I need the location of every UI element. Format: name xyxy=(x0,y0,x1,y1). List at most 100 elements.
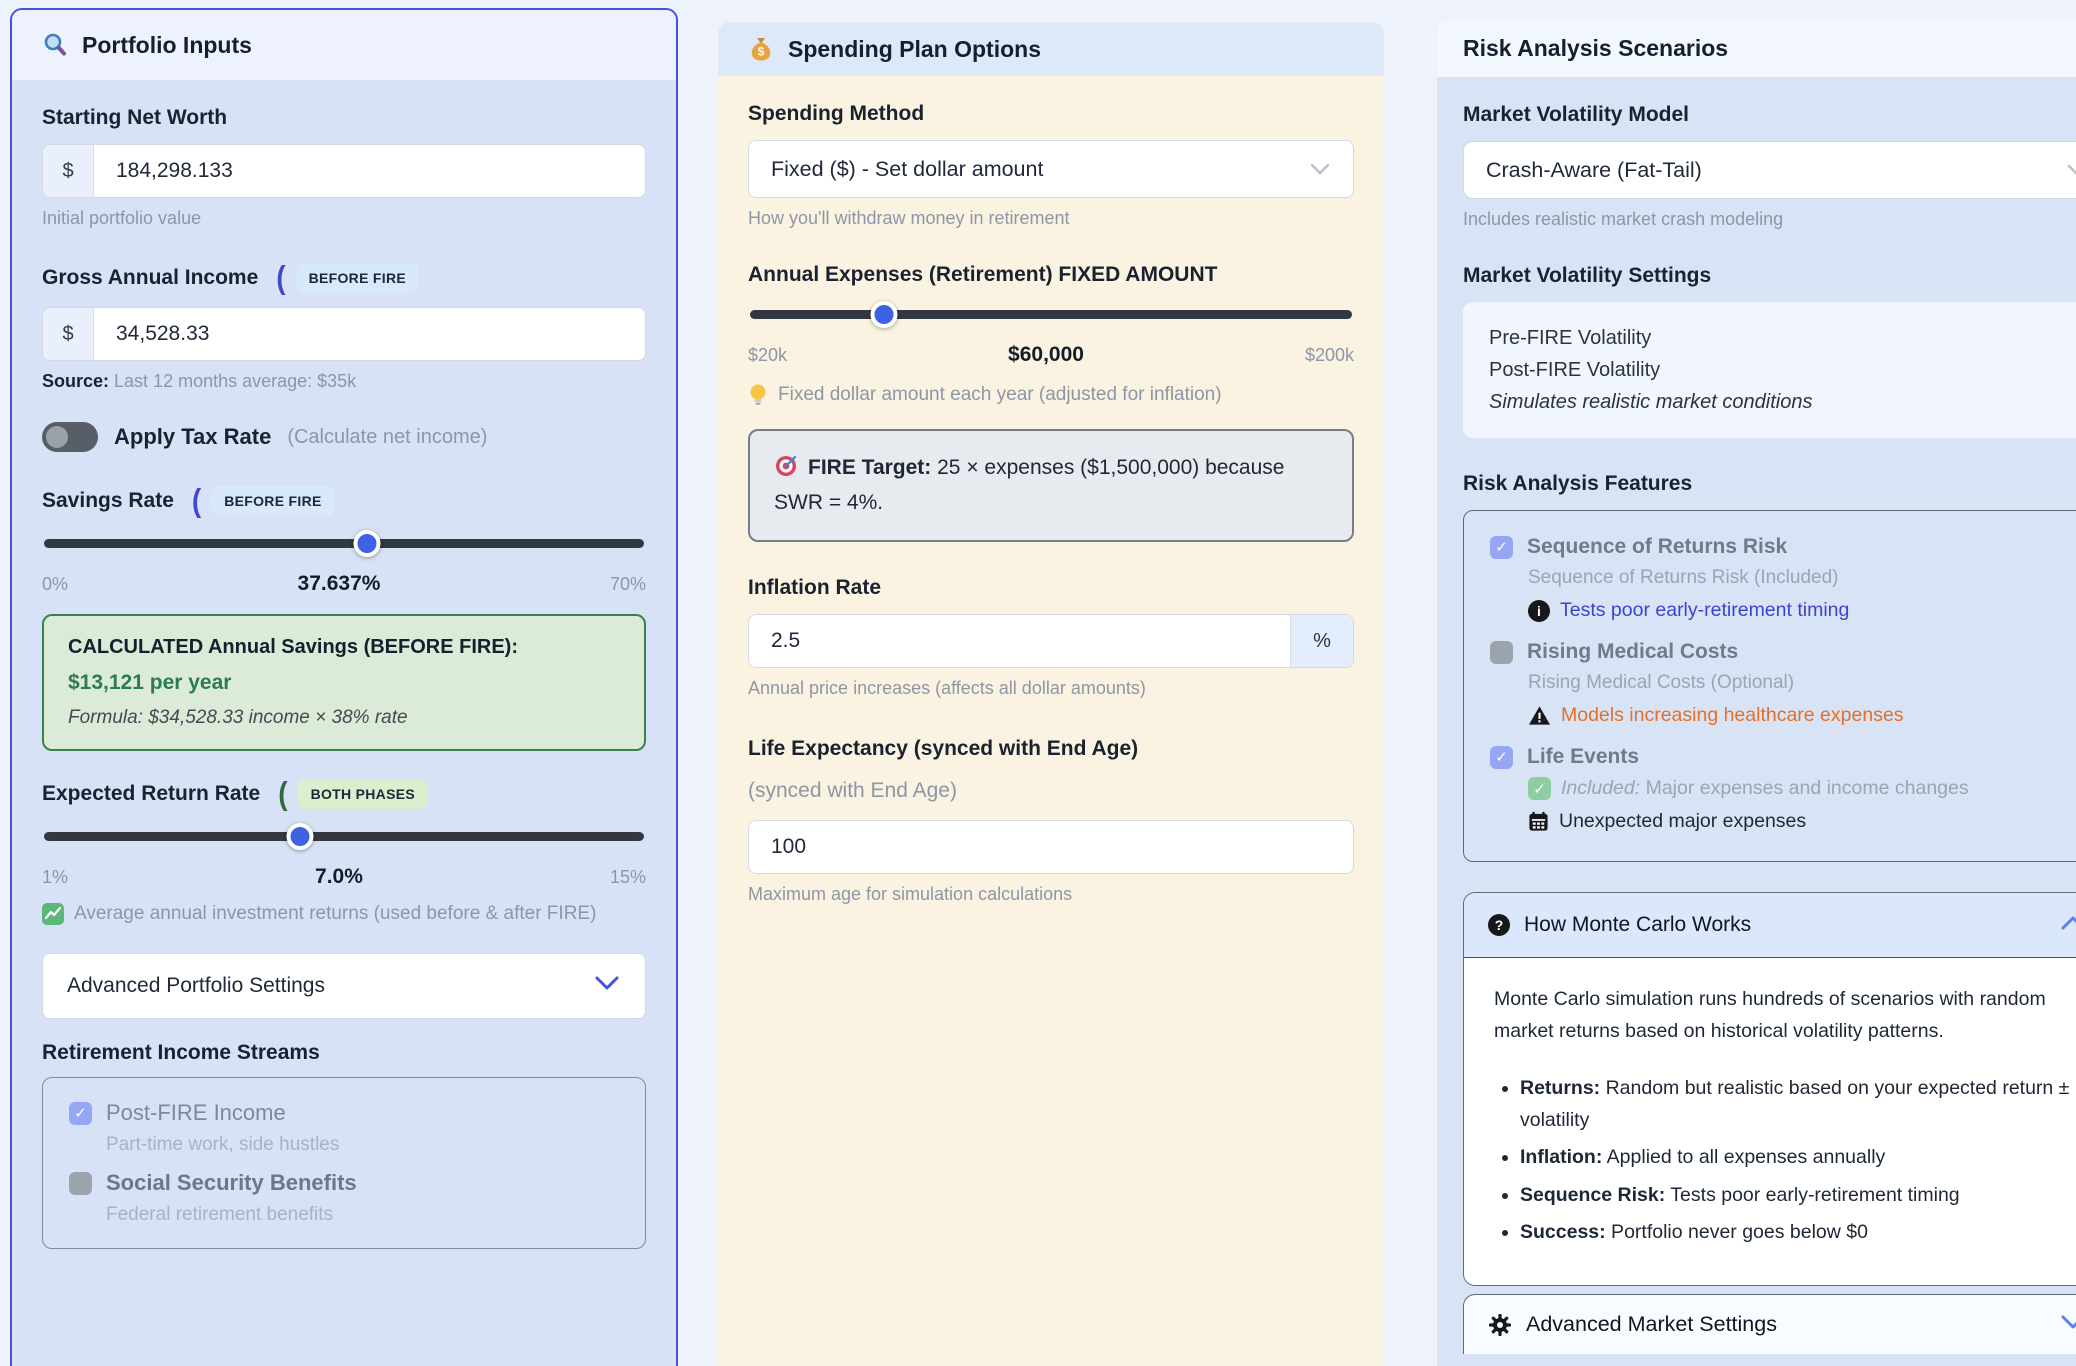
pre-fire-volatility: Pre-FIRE Volatility xyxy=(1489,327,1652,349)
risk-analysis-title: Risk Analysis Scenarios xyxy=(1463,35,1729,61)
bullet-returns: Returns: Random but realistic based on y… xyxy=(1520,1073,2076,1136)
spending-method-label: Spending Method xyxy=(748,102,925,125)
savings-rate-slider-labels: 0% 37.637% 70% xyxy=(42,572,646,596)
checked-checkbox-icon[interactable]: ✓ xyxy=(69,1101,92,1125)
life-events-row[interactable]: ✓ Life Events xyxy=(1490,745,2076,769)
slider-min: 1% xyxy=(42,867,69,887)
slider-thumb[interactable] xyxy=(286,823,314,850)
return-rate-label: Expected Return Rate ( BOTH PHASES xyxy=(42,775,646,812)
life-expectancy-helper: Maximum age for simulation calculations xyxy=(748,884,1073,905)
slider-track[interactable] xyxy=(44,539,644,548)
inflation-input[interactable] xyxy=(749,615,1290,668)
chevron-up-icon[interactable] xyxy=(2060,915,2076,936)
both-phases-paren: ( xyxy=(278,775,288,812)
volatility-model-label: Market Volatility Model xyxy=(1463,103,1689,126)
fire-target-text: 25 × expenses ($1,500,000) because SWR =… xyxy=(774,456,1285,514)
advanced-market-settings[interactable]: Advanced Market Settings xyxy=(1463,1294,2076,1355)
slider-track[interactable] xyxy=(44,832,644,841)
chevron-down-icon[interactable] xyxy=(2060,1314,2076,1335)
monte-carlo-header[interactable]: ? How Monte Carlo Works xyxy=(1464,893,2076,958)
apply-tax-toggle[interactable] xyxy=(42,422,98,452)
magnifier-icon xyxy=(42,32,68,58)
return-rate-slider[interactable] xyxy=(44,823,644,850)
spending-plan-panel: $ Spending Plan Options Spending Method … xyxy=(718,22,1384,1366)
net-worth-input[interactable] xyxy=(94,145,645,197)
slider-min: $20k xyxy=(748,345,788,365)
bullet-inflation: Inflation: Applied to all expenses annua… xyxy=(1520,1142,2076,1174)
social-security-row[interactable]: Social Security Benefits xyxy=(69,1170,619,1196)
advanced-portfolio-settings-dropdown[interactable]: Advanced Portfolio Settings xyxy=(42,953,646,1019)
medical-costs-title: Rising Medical Costs xyxy=(1527,640,1739,663)
calendar-icon xyxy=(1528,811,1549,832)
warning-icon xyxy=(1528,705,1551,726)
return-rate-slider-labels: 1% 7.0% 15% xyxy=(42,865,646,889)
slider-max: $200k xyxy=(1304,345,1354,365)
before-fire-paren: ( xyxy=(276,259,286,296)
life-events-title: Life Events xyxy=(1527,745,1640,768)
monte-carlo-paragraph: Monte Carlo simulation runs hundreds of … xyxy=(1494,988,2046,1042)
advanced-market-settings-label: Advanced Market Settings xyxy=(1526,1312,1777,1337)
svg-text:$: $ xyxy=(758,45,765,59)
savings-rate-slider[interactable] xyxy=(44,530,644,557)
post-fire-volatility: Post-FIRE Volatility xyxy=(1489,359,1661,381)
checked-checkbox-icon[interactable]: ✓ xyxy=(1490,745,1513,769)
spending-method-select[interactable]: Fixed ($) - Set dollar amount xyxy=(748,140,1354,198)
target-icon xyxy=(774,454,798,478)
portfolio-inputs-body: Starting Net Worth $ Initial portfolio v… xyxy=(12,80,676,1366)
unchecked-checkbox-icon[interactable] xyxy=(1490,640,1513,664)
chevron-down-icon xyxy=(2066,158,2076,183)
annual-expenses-slider-labels: $20k $60,000 $200k xyxy=(748,343,1354,367)
income-source-line: Source: Last 12 months average: $35k xyxy=(42,371,357,391)
monte-carlo-bullets: Returns: Random but realistic based on y… xyxy=(1494,1073,2076,1249)
volatility-model-helper: Includes realistic market crash modeling xyxy=(1463,209,1784,229)
question-icon: ? xyxy=(1488,914,1510,936)
volatility-model-select[interactable]: Crash-Aware (Fat-Tail) xyxy=(1463,141,2076,199)
gear-icon xyxy=(1488,1313,1512,1337)
advanced-portfolio-settings-label: Advanced Portfolio Settings xyxy=(67,974,325,997)
before-fire-badge: BEFORE FIRE xyxy=(295,263,420,293)
monte-carlo-card: ? How Monte Carlo Works Monte Carlo simu… xyxy=(1463,892,2076,1287)
inflation-input-group: % xyxy=(748,614,1354,669)
inflation-helper: Annual price increases (affects all doll… xyxy=(748,678,1146,699)
life-events-included: ✓ Included: Major expenses and income ch… xyxy=(1528,777,2076,800)
portfolio-inputs-title: Portfolio Inputs xyxy=(82,31,252,58)
annual-expenses-slider[interactable] xyxy=(750,301,1352,328)
dollar-prefix: $ xyxy=(43,145,94,197)
sequence-risk-row[interactable]: ✓ Sequence of Returns Risk xyxy=(1490,535,2076,559)
fire-target-box: FIRE Target: 25 × expenses ($1,500,000) … xyxy=(748,429,1354,543)
portfolio-inputs-header: Portfolio Inputs xyxy=(12,10,676,80)
risk-analysis-panel: Risk Analysis Scenarios Market Volatilit… xyxy=(1437,20,2076,1366)
slider-thumb[interactable] xyxy=(353,530,381,557)
gross-income-input[interactable] xyxy=(94,308,645,360)
unchecked-checkbox-icon[interactable] xyxy=(69,1171,92,1195)
chart-increasing-icon xyxy=(42,903,64,925)
sequence-risk-sub: Sequence of Returns Risk (Included) xyxy=(1528,567,1839,588)
toggle-knob xyxy=(46,426,68,448)
checked-checkbox-icon[interactable]: ✓ xyxy=(1490,535,1513,559)
dollar-prefix: $ xyxy=(43,308,94,360)
medical-costs-note: Models increasing healthcare expenses xyxy=(1528,704,2076,727)
life-expectancy-input[interactable] xyxy=(749,821,1353,874)
spending-method-helper: How you'll withdraw money in retirement xyxy=(748,208,1070,228)
spending-plan-body: Spending Method Fixed ($) - Set dollar a… xyxy=(718,76,1384,1366)
medical-costs-row[interactable]: Rising Medical Costs xyxy=(1490,640,2076,664)
chevron-down-icon xyxy=(1309,157,1331,182)
income-streams-box: ✓ Post-FIRE Income Part-time work, side … xyxy=(42,1077,646,1249)
bullet-success: Success: Portfolio never goes below $0 xyxy=(1520,1217,2076,1249)
slider-thumb[interactable] xyxy=(870,301,898,328)
calculated-savings-formula: Formula: $34,528.33 income × 38% rate xyxy=(68,707,408,728)
apply-tax-note: (Calculate net income) xyxy=(287,425,488,448)
post-fire-income-label: Post-FIRE Income xyxy=(106,1100,286,1125)
slider-track[interactable] xyxy=(750,310,1352,319)
apply-tax-label: Apply Tax Rate xyxy=(114,424,272,449)
volatility-settings-box: Pre-FIRE Volatility Post-FIRE Volatility… xyxy=(1463,302,2076,438)
volatility-model-value: Crash-Aware (Fat-Tail) xyxy=(1486,157,1702,182)
info-icon: i xyxy=(1528,599,1550,622)
life-expectancy-input-group xyxy=(748,820,1354,875)
slider-value: $60,000 xyxy=(1008,343,1084,366)
post-fire-income-row[interactable]: ✓ Post-FIRE Income xyxy=(69,1100,619,1126)
light-bulb-icon xyxy=(748,383,768,407)
calculated-savings-title: CALCULATED Annual Savings (BEFORE FIRE): xyxy=(68,636,518,658)
both-phases-badge: BOTH PHASES xyxy=(297,779,428,809)
